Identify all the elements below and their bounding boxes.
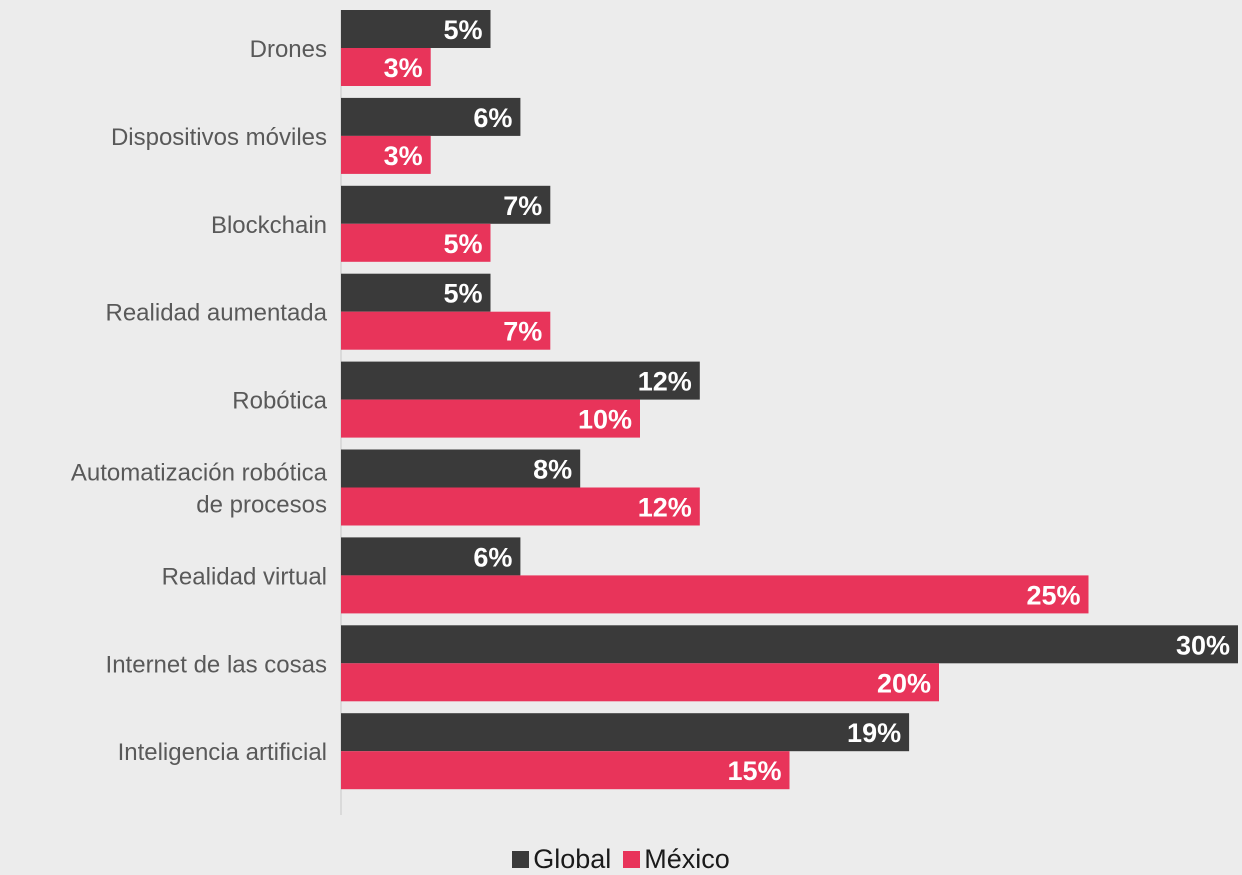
category-label-blockchain: Blockchain: [211, 212, 327, 239]
data-label-global-realidad-virtual: 6%: [473, 542, 512, 572]
data-label-mexico-automatizacion-robotica-de-procesos: 12%: [638, 493, 692, 523]
bar-mexico-drones: [341, 48, 431, 86]
data-label-mexico-drones: 3%: [384, 53, 423, 83]
bar-global-inteligencia-artificial: [341, 713, 910, 752]
bar-mexico-internet-de-las-cosas: [341, 663, 939, 702]
data-label-mexico-dispositivos-moviles: 3%: [384, 141, 423, 171]
data-label-global-realidad-aumentada: 5%: [443, 279, 482, 309]
bars-group: 5%3%6%3%7%5%5%7%12%10%8%12%6%25%30%20%19…: [341, 10, 1238, 790]
bar-mexico-blockchain: [341, 223, 491, 262]
bar-global-drones: [341, 10, 491, 48]
bar-mexico-dispositivos-moviles: [341, 135, 431, 174]
data-label-global-automatizacion-robotica-de-procesos: 8%: [533, 455, 572, 485]
category-label-internet-de-las-cosas: Internet de las cosas: [106, 651, 327, 678]
data-label-mexico-robotica: 10%: [578, 405, 632, 435]
bar-global-realidad-aumentada: [341, 273, 491, 312]
bar-global-realidad-virtual: [341, 537, 521, 576]
data-label-global-dispositivos-moviles: 6%: [473, 103, 512, 133]
bar-global-internet-de-las-cosas: [341, 625, 1238, 664]
legend-label-global: Global: [533, 844, 612, 874]
bar-global-robotica: [341, 361, 700, 400]
legend: Global México: [0, 844, 1242, 875]
data-label-mexico-realidad-aumentada: 7%: [503, 317, 542, 347]
data-label-global-inteligencia-artificial: 19%: [847, 718, 901, 748]
category-labels-group: Drones Dispositivos móviles Blockchain Real…: [71, 36, 328, 766]
category-label-inteligencia-artificial: Inteligencia artificial: [118, 739, 327, 766]
category-label-realidad-aumentada: Realidad aumentada: [106, 300, 328, 327]
category-label-robotica: Robótica: [232, 388, 327, 415]
data-label-mexico-internet-de-las-cosas: 20%: [877, 668, 931, 698]
legend-swatch-mexico: [623, 851, 641, 868]
legend-swatch-global: [512, 851, 530, 868]
bar-chart: 5%3%6%3%7%5%5%7%12%10%8%12%6%25%30%20%19…: [71, 10, 1238, 815]
bar-mexico-robotica: [341, 399, 640, 438]
category-label-realidad-virtual: Realidad virtual: [162, 563, 327, 590]
bar-mexico-automatizacion-robotica-de-procesos: [341, 487, 700, 526]
data-label-mexico-inteligencia-artificial: 15%: [727, 756, 781, 786]
bar-mexico-inteligencia-artificial: [341, 751, 790, 790]
data-label-global-drones: 5%: [443, 15, 482, 45]
bar-mexico-realidad-aumentada: [341, 311, 551, 350]
data-label-global-robotica: 12%: [638, 367, 692, 397]
data-label-global-blockchain: 7%: [503, 191, 542, 221]
bar-global-dispositivos-moviles: [341, 97, 521, 136]
bar-global-blockchain: [341, 185, 551, 224]
bar-global-automatizacion-robotica-de-procesos: [341, 449, 581, 488]
bar-mexico-realidad-virtual: [341, 575, 1089, 614]
legend-label-mexico: México: [644, 844, 730, 874]
data-label-mexico-realidad-virtual: 25%: [1026, 580, 1080, 610]
category-label-dispositivos-moviles: Dispositivos móviles: [111, 124, 327, 151]
legend-item-mexico: México: [623, 844, 730, 875]
data-label-mexico-blockchain: 5%: [443, 229, 482, 259]
category-label-drones: Drones: [250, 36, 327, 63]
data-label-global-internet-de-las-cosas: 30%: [1176, 630, 1230, 660]
legend-item-global: Global: [512, 844, 611, 875]
category-label-automatizacion-robotica-de-procesos: Automatización robótica de procesos: [71, 460, 328, 519]
